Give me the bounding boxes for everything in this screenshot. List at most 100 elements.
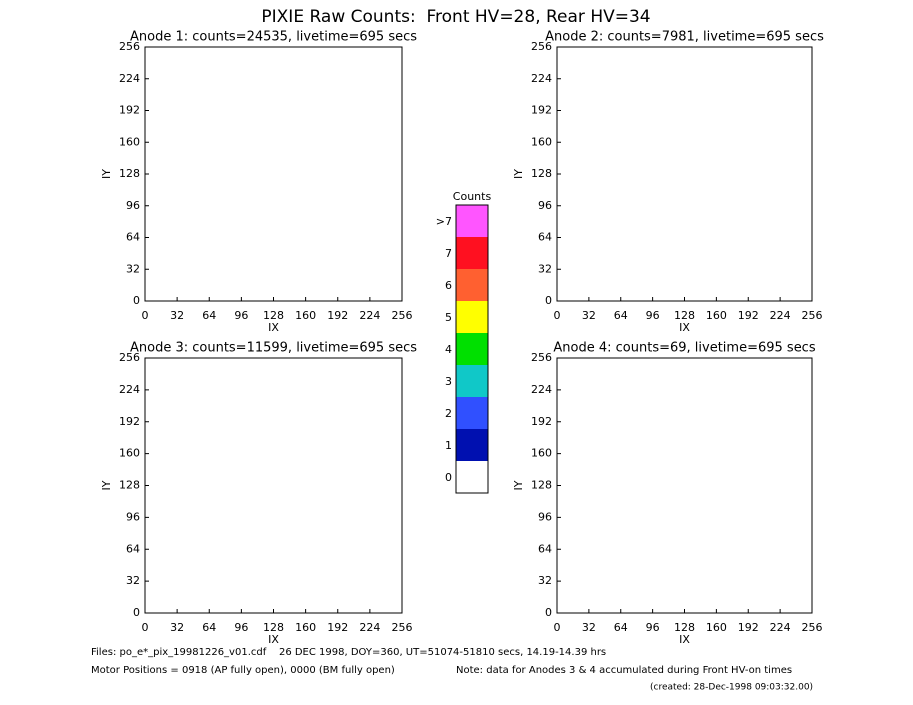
x-tick-label: 0	[554, 621, 561, 634]
y-tick-label: 192	[531, 104, 552, 117]
x-axis-label: IX	[679, 633, 690, 646]
colorbar-title: Counts	[453, 190, 492, 203]
x-tick-label: 128	[263, 621, 284, 634]
y-tick-label: 256	[531, 351, 552, 364]
y-tick-label: 0	[133, 606, 140, 619]
note: Note: data for Anodes 3 & 4 accumulated …	[456, 665, 792, 676]
x-axis-label: IX	[268, 321, 279, 334]
x-tick-label: 128	[674, 621, 695, 634]
x-tick-label: 64	[614, 621, 628, 634]
colorbar-frame	[455, 204, 489, 494]
x-tick-label: 96	[234, 621, 248, 634]
x-tick-label: 0	[142, 621, 149, 634]
note: Motor Positions = 0918 (AP fully open), …	[91, 665, 395, 676]
x-axis-label: IX	[679, 321, 690, 334]
y-tick-label: 224	[531, 72, 552, 85]
panel-title: Anode 3: counts=11599, livetime=695 secs	[130, 341, 417, 356]
colorbar-swatch	[456, 333, 488, 365]
y-tick-label: 32	[538, 262, 552, 275]
y-tick-label: 32	[126, 262, 140, 275]
x-tick-label: 224	[359, 621, 380, 634]
plot-frame	[144, 357, 403, 614]
y-axis-label: IY	[512, 480, 525, 490]
y-tick-label: 128	[531, 167, 552, 180]
x-tick-label: 256	[802, 309, 823, 322]
colorbar-label: 2	[445, 407, 452, 420]
x-tick-label: 256	[802, 621, 823, 634]
plot-frame	[144, 46, 403, 302]
colorbar-label: >7	[436, 215, 452, 228]
y-tick-label: 224	[119, 383, 140, 396]
colorbar-swatch	[456, 365, 488, 397]
x-tick-label: 192	[738, 621, 759, 634]
panel-title: Anode 2: counts=7981, livetime=695 secs	[545, 30, 824, 45]
panel-title: Anode 1: counts=24535, livetime=695 secs	[130, 30, 417, 45]
colorbar-label: 0	[445, 471, 452, 484]
colorbar-label: 4	[445, 343, 452, 356]
y-tick-label: 224	[531, 383, 552, 396]
x-tick-label: 0	[554, 309, 561, 322]
x-tick-label: 64	[202, 309, 216, 322]
y-tick-label: 160	[119, 447, 140, 460]
x-tick-label: 96	[646, 309, 660, 322]
x-tick-label: 32	[582, 621, 596, 634]
colorbar-label: 7	[445, 247, 452, 260]
note: Files: po_e*_pix_19981226_v01.cdf 26 DEC…	[91, 647, 606, 658]
x-tick-label: 256	[392, 621, 413, 634]
x-tick-label: 160	[706, 309, 727, 322]
y-axis-label: IY	[512, 169, 525, 179]
y-tick-label: 256	[119, 351, 140, 364]
y-tick-label: 128	[531, 479, 552, 492]
y-tick-label: 64	[538, 542, 552, 555]
colorbar-label: 5	[445, 311, 452, 324]
y-tick-label: 0	[545, 606, 552, 619]
y-tick-label: 160	[531, 447, 552, 460]
x-tick-label: 160	[295, 309, 316, 322]
x-axis-label: IX	[268, 633, 279, 646]
x-tick-label: 64	[614, 309, 628, 322]
x-tick-label: 192	[738, 309, 759, 322]
y-tick-label: 192	[119, 104, 140, 117]
colorbar-swatch	[456, 301, 488, 333]
figure-title: PIXIE Raw Counts: Front HV=28, Rear HV=3…	[261, 7, 650, 27]
plot-frame	[556, 357, 813, 614]
colorbar-swatch	[456, 269, 488, 301]
y-tick-label: 256	[531, 40, 552, 53]
x-tick-label: 128	[263, 309, 284, 322]
x-tick-label: 96	[646, 621, 660, 634]
colorbar-swatch	[456, 205, 488, 237]
y-tick-label: 128	[119, 167, 140, 180]
y-axis-label: IY	[100, 480, 113, 490]
y-tick-label: 160	[119, 135, 140, 148]
x-tick-label: 192	[327, 309, 348, 322]
panel-title: Anode 4: counts=69, livetime=695 secs	[553, 341, 815, 356]
x-tick-label: 256	[392, 309, 413, 322]
colorbar-swatch	[456, 429, 488, 461]
x-tick-label: 64	[202, 621, 216, 634]
y-tick-label: 64	[538, 231, 552, 244]
y-tick-label: 96	[538, 199, 552, 212]
colorbar-swatch	[456, 461, 488, 493]
colorbar-label: 3	[445, 375, 452, 388]
y-tick-label: 64	[126, 231, 140, 244]
colorbar-label: 6	[445, 279, 452, 292]
y-tick-label: 32	[126, 574, 140, 587]
y-tick-label: 224	[119, 72, 140, 85]
plot-frame	[556, 46, 813, 302]
y-tick-label: 0	[133, 294, 140, 307]
y-tick-label: 160	[531, 135, 552, 148]
x-tick-label: 0	[142, 309, 149, 322]
y-tick-label: 96	[126, 199, 140, 212]
y-tick-label: 64	[126, 542, 140, 555]
x-tick-label: 224	[770, 309, 791, 322]
x-tick-label: 32	[170, 621, 184, 634]
y-tick-label: 192	[531, 415, 552, 428]
x-tick-label: 160	[295, 621, 316, 634]
colorbar-label: 1	[445, 439, 452, 452]
x-tick-label: 32	[582, 309, 596, 322]
y-tick-label: 256	[119, 40, 140, 53]
y-tick-label: 128	[119, 479, 140, 492]
x-tick-label: 96	[234, 309, 248, 322]
